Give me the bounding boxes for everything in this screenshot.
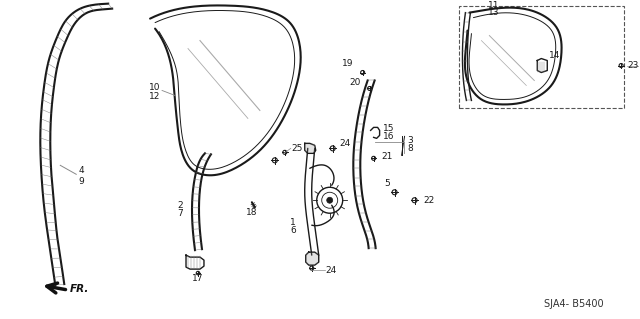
Circle shape xyxy=(326,197,333,203)
Text: 2: 2 xyxy=(177,201,183,210)
Text: 13: 13 xyxy=(488,8,500,17)
Text: 8: 8 xyxy=(408,144,413,153)
Text: 15: 15 xyxy=(383,124,394,133)
Bar xyxy=(460,6,624,108)
Text: 1: 1 xyxy=(290,218,296,227)
Text: 7: 7 xyxy=(177,209,183,218)
Text: 19: 19 xyxy=(342,59,354,68)
Text: 12: 12 xyxy=(148,92,160,101)
Text: 23: 23 xyxy=(627,61,639,70)
Text: FR.: FR. xyxy=(70,284,90,294)
Text: 10: 10 xyxy=(148,83,160,92)
Text: 9: 9 xyxy=(78,177,84,186)
Text: 5: 5 xyxy=(384,179,390,188)
Text: 14: 14 xyxy=(549,51,561,60)
Text: 22: 22 xyxy=(424,196,435,205)
Text: 18: 18 xyxy=(246,208,258,217)
Text: 16: 16 xyxy=(383,132,394,141)
Text: 24: 24 xyxy=(326,266,337,275)
Text: 20: 20 xyxy=(349,78,361,87)
Text: 21: 21 xyxy=(381,152,393,161)
Text: SJA4- B5400: SJA4- B5400 xyxy=(545,299,604,309)
Text: 6: 6 xyxy=(290,226,296,235)
Text: 11: 11 xyxy=(488,1,500,10)
Text: 17: 17 xyxy=(192,274,204,283)
Text: 25: 25 xyxy=(292,144,303,153)
Text: 4: 4 xyxy=(78,166,84,175)
Text: 3: 3 xyxy=(408,136,413,145)
Text: 24: 24 xyxy=(340,139,351,148)
